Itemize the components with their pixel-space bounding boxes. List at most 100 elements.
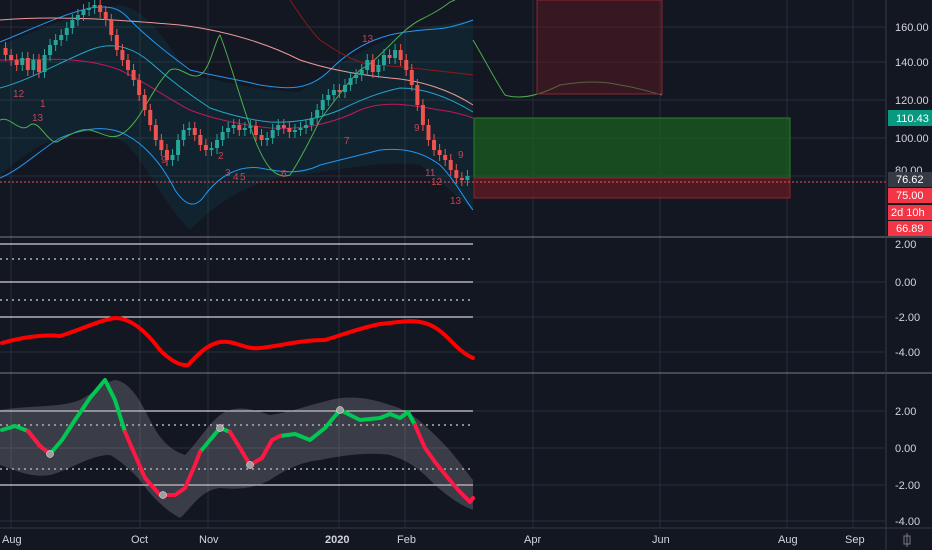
td-count: 9 (458, 150, 464, 161)
candle-body (381, 55, 386, 65)
candle-body (164, 150, 169, 160)
td-count: 1 (40, 99, 46, 110)
price-pane[interactable]: 12 13 1 13 9 2 3 4 5 6 7 9 11 12 13 9 (0, 0, 886, 230)
candle-body (42, 55, 47, 72)
ma-dark-red (289, 0, 474, 76)
candle-body (170, 155, 175, 160)
time-tick: Jun (652, 534, 670, 546)
candle-body (437, 150, 442, 155)
candle-body (459, 178, 464, 180)
td-count: 13 (450, 196, 462, 207)
time-axis[interactable]: Aug Oct Nov 2020 Feb Apr Jun Aug Sep (2, 534, 865, 546)
td-count: 12 (431, 177, 443, 188)
candle-body (153, 125, 158, 140)
bollinger-fill (0, 5, 473, 230)
svg-text:2d 10h: 2d 10h (891, 207, 925, 219)
candle-body (448, 160, 453, 170)
td-count: 3 (225, 168, 231, 179)
td-count: 6 (281, 169, 287, 180)
candle-body (292, 130, 297, 132)
candle-body (187, 128, 192, 130)
candle-body (203, 145, 208, 150)
indicator-tick: 0.00 (895, 277, 916, 289)
candle-body (14, 60, 19, 65)
td-count: 7 (344, 136, 350, 147)
candle-body (443, 155, 448, 160)
svg-text:66.89: 66.89 (896, 223, 924, 235)
candle-body (192, 128, 197, 135)
svg-text:76.62: 76.62 (896, 174, 924, 186)
candle-body (376, 65, 381, 72)
td-count: 12 (13, 89, 25, 100)
indicator-pane[interactable] (0, 243, 886, 368)
candle-body (359, 70, 364, 75)
candle-body (426, 125, 431, 140)
oscillator-tick: 0.00 (895, 443, 916, 455)
price-tick: 100.00 (895, 133, 929, 145)
candle-body (398, 50, 403, 60)
candle-body (265, 138, 270, 140)
td-count: 5 (240, 172, 246, 183)
entry-price-tag: 75.00 (888, 188, 932, 203)
candle-body (131, 70, 136, 80)
candle-body (270, 130, 275, 138)
candle-body (337, 90, 342, 92)
time-tick: Feb (397, 534, 416, 546)
candle-body (64, 28, 69, 35)
candlestick-chart-icon[interactable] (888, 530, 932, 550)
oscillator-dotted-levels (0, 424, 473, 470)
td-count: 9 (161, 155, 167, 166)
candle-body (387, 55, 392, 58)
indicator-axis[interactable]: 2.00 0.00 -2.00 -4.00 (895, 239, 920, 359)
short-zone[interactable] (536, 0, 663, 95)
td-count: 4 (233, 172, 239, 183)
candle-body (103, 12, 108, 20)
time-tick: Aug (778, 534, 798, 546)
candle-body (315, 110, 320, 118)
ma-slow (0, 17, 474, 106)
td-count: 2 (218, 151, 224, 162)
svg-text:110.43: 110.43 (896, 113, 929, 125)
price-axis[interactable]: 160.00 140.00 120.00 100.00 80.00 110.43… (888, 22, 932, 236)
candle-body (276, 125, 281, 130)
oscillator-tick: 2.00 (895, 406, 916, 418)
candle-body (81, 10, 86, 15)
bollinger-mid (0, 45, 474, 123)
candle-body (3, 48, 8, 55)
candle-body (70, 20, 75, 28)
candle-body (75, 15, 80, 20)
stop-zone[interactable] (473, 177, 791, 199)
target-price-tag: 110.43 (888, 110, 932, 126)
candle-body (420, 105, 425, 125)
current-price-tag: 76.62 (888, 172, 932, 187)
candle-body (415, 85, 420, 105)
candle-body (59, 35, 64, 40)
candle-body (9, 55, 14, 60)
candle-body (20, 58, 25, 65)
candle-body (370, 60, 375, 72)
candle-body (259, 135, 264, 140)
target-zone[interactable] (473, 117, 791, 179)
candle-body (109, 20, 114, 35)
stop-price-tag: 66.89 (888, 221, 932, 236)
candle-body (237, 125, 242, 130)
oscillator-pane[interactable] (0, 378, 886, 522)
candle-body (87, 8, 92, 10)
candle-body (331, 90, 336, 95)
time-tick: Sep (845, 534, 865, 546)
candle-body (215, 140, 220, 148)
candle-body (36, 60, 41, 72)
indicator-tick: -2.00 (895, 312, 920, 324)
candle-body (209, 148, 214, 150)
oscillator-axis[interactable]: 2.00 0.00 -2.00 -4.00 (895, 406, 920, 528)
candle-body (242, 128, 247, 130)
candle-body (298, 128, 303, 130)
td-sequential-counts: 12 13 1 13 9 2 3 4 5 6 7 9 11 12 13 9 (13, 34, 464, 207)
td-count: 11 (425, 168, 436, 179)
candle-body (287, 128, 292, 132)
indicator-tick: 2.00 (895, 239, 916, 251)
indicator-line (0, 315, 475, 368)
oscillator-tick: -4.00 (895, 516, 920, 528)
